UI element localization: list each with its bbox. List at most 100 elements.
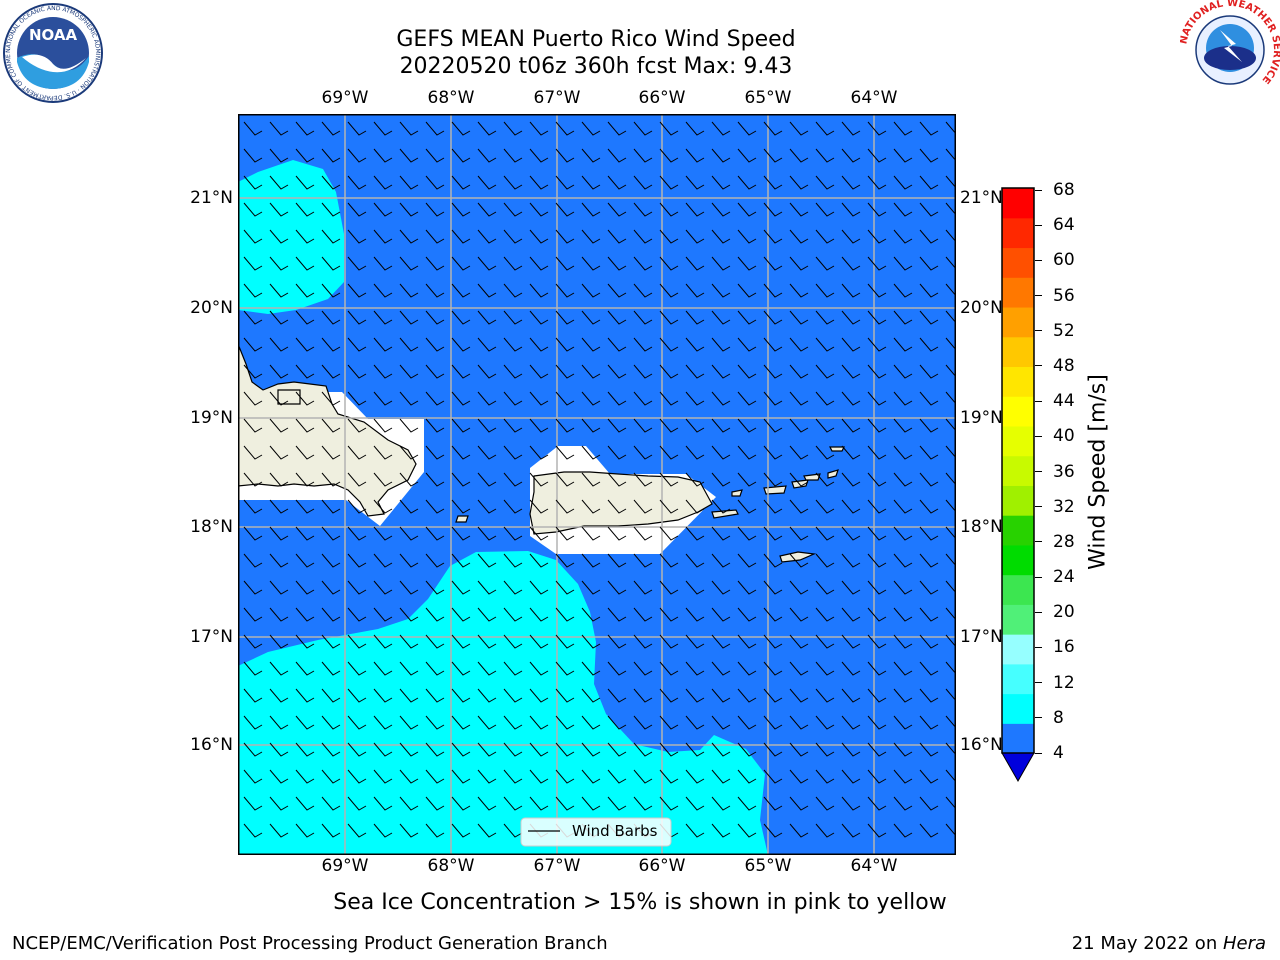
wind-barb (815, 283, 835, 298)
wind-barb (763, 634, 783, 649)
plot-title: GEFS MEAN Puerto Rico Wind Speed (396, 27, 796, 52)
wind-barb (893, 553, 913, 568)
wind-barb (893, 769, 913, 784)
wind-barb (659, 634, 679, 649)
wind-barb (581, 796, 601, 811)
wind-barb (425, 121, 445, 136)
wind-barb (789, 499, 809, 514)
wind-barb (269, 499, 289, 514)
wind-barb (867, 121, 887, 136)
wind-barb (685, 256, 705, 271)
wind-barb (347, 121, 367, 136)
wind-barb (711, 823, 731, 838)
wind-region-8-12-south (239, 551, 768, 854)
lat-label: 18°N (960, 517, 1003, 537)
wind-barb (503, 229, 523, 244)
wind-barb (867, 580, 887, 595)
wind-barb (737, 472, 757, 487)
wind-barb (633, 553, 653, 568)
wind-barb (503, 148, 523, 163)
wind-barb (789, 553, 809, 568)
wind-barb (555, 742, 575, 757)
wind-barb (659, 418, 679, 433)
wind-barb (607, 688, 627, 703)
wind-barb (685, 148, 705, 163)
colorbar-segment (1002, 366, 1034, 397)
wind-barb (529, 553, 549, 568)
wind-barb (269, 391, 289, 406)
wind-barb (789, 337, 809, 352)
wind-barb (347, 688, 367, 703)
wind-barb (373, 256, 393, 271)
wind-barb (295, 418, 315, 433)
wind-barb (425, 175, 445, 190)
wind-barb (893, 364, 913, 379)
wind-barb (607, 337, 627, 352)
wind-barb (919, 715, 939, 730)
wind-barb (893, 499, 913, 514)
colorbar-segment (1002, 604, 1034, 635)
wind-barb (815, 553, 835, 568)
wind-barb (451, 364, 471, 379)
colorbar-tick-label: 32 (1053, 496, 1075, 517)
wind-barb (685, 229, 705, 244)
wind-barb (945, 688, 955, 701)
wind-barb (633, 634, 653, 649)
wind-barb (867, 202, 887, 217)
wind-barb (503, 364, 523, 379)
colorbar-tick-label: 52 (1053, 320, 1075, 341)
wind-barb (425, 580, 445, 595)
wind-barb (841, 283, 861, 298)
wind-barb (399, 580, 419, 595)
wind-barb (815, 418, 835, 433)
wind-barb (425, 229, 445, 244)
wind-barb (659, 256, 679, 271)
wind-barb (607, 364, 627, 379)
wind-barb (295, 634, 315, 649)
wind-barb (373, 688, 393, 703)
wind-barb (685, 310, 705, 325)
wind-barb (633, 769, 653, 784)
land-hispaniola (239, 344, 417, 517)
wind-barb (607, 607, 627, 622)
wind-barb (685, 526, 705, 541)
wind-barb (737, 553, 757, 568)
wind-barb (581, 580, 601, 595)
plot-subtitle: 20220520 t06z 360h fcst Max: 9.43 (399, 54, 793, 79)
wind-barb (503, 553, 523, 568)
wind-barb (633, 499, 653, 514)
wind-barb (399, 796, 419, 811)
wind-barb (555, 715, 575, 730)
wind-barb (659, 526, 679, 541)
wind-barb (243, 418, 263, 433)
wind-barb (581, 526, 601, 541)
wind-barb (321, 283, 341, 298)
wind-barb (659, 715, 679, 730)
colorbar-tick-label: 24 (1053, 567, 1075, 588)
wind-barb (373, 202, 393, 217)
colorbar-segment (1002, 217, 1034, 249)
wind-barb (477, 472, 497, 487)
colorbar-tick-mark (1035, 506, 1042, 508)
wind-barb (269, 688, 289, 703)
wind-barb (555, 175, 575, 190)
lon-label: 68°W (427, 88, 475, 108)
wind-barb (399, 661, 419, 676)
wind-barb (477, 499, 497, 514)
wind-barb (373, 823, 393, 838)
wind-barb (503, 445, 523, 460)
colorbar-tick-mark (1035, 259, 1042, 261)
wind-barb (477, 742, 497, 757)
wind-barb (451, 418, 471, 433)
wind-barb (867, 445, 887, 460)
wind-barb (555, 499, 575, 514)
colorbar-tick-label: 56 (1053, 285, 1075, 306)
wind-barb (503, 796, 523, 811)
wind-barb (659, 688, 679, 703)
colorbar (1001, 187, 1037, 783)
wind-barb (243, 715, 263, 730)
footer-date-text: 21 May 2022 on (1071, 933, 1223, 954)
colorbar-bar (1001, 187, 1035, 783)
wind-barb (321, 715, 341, 730)
wind-barb (503, 175, 523, 190)
